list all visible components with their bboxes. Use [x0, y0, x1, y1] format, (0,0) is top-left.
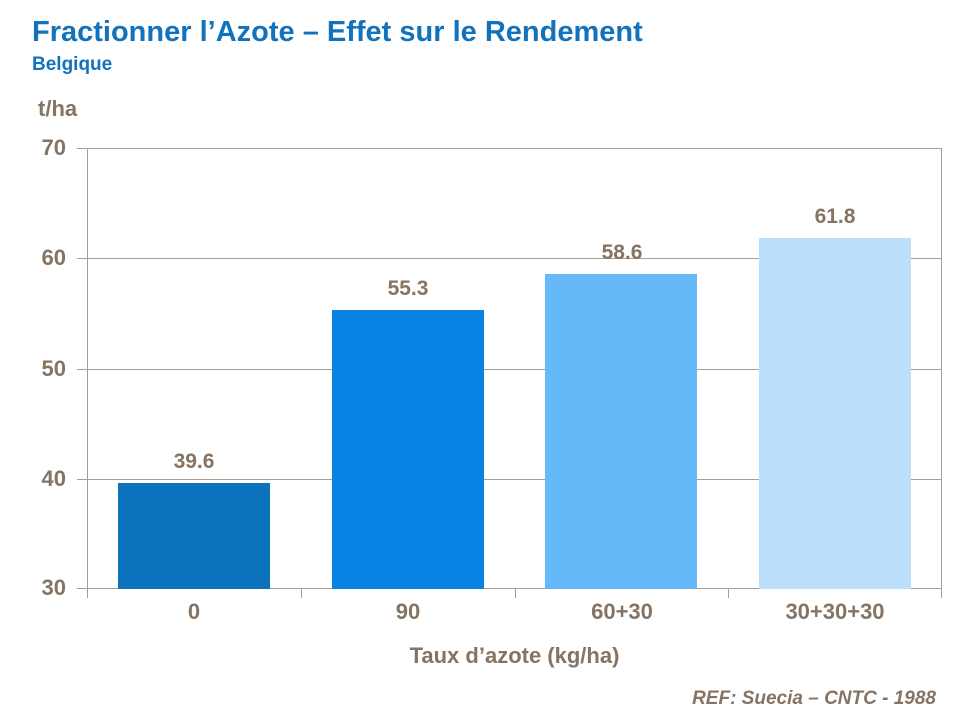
x-axis-tick	[941, 589, 942, 598]
gridline	[87, 369, 942, 370]
x-axis-title: Taux d’azote (kg/ha)	[409, 643, 620, 668]
y-tick-label: 30	[41, 575, 66, 600]
bar	[332, 310, 484, 589]
y-axis-tick	[77, 588, 87, 589]
gridline	[87, 258, 942, 259]
gridline	[87, 588, 942, 589]
gridline	[87, 479, 942, 480]
bar-value-label: 39.6	[173, 450, 215, 473]
gridline	[87, 148, 942, 149]
x-axis-tick	[728, 589, 729, 598]
y-tick-label: 40	[41, 466, 66, 491]
y-tick-label: 70	[41, 135, 66, 160]
bar	[759, 238, 911, 589]
bar-value-label: 55.3	[387, 277, 429, 300]
x-category-label: 60+30	[591, 599, 653, 624]
x-axis-tick	[301, 589, 302, 598]
page-subtitle: Belgique	[32, 54, 113, 75]
y-axis-line	[87, 148, 88, 589]
x-category-label: 30+30+30	[785, 599, 885, 624]
ref-citation: REF: Suecia – CNTC - 1988	[692, 688, 936, 709]
x-category-label: 0	[187, 599, 201, 624]
page-title: Fractionner l’Azote – Effet sur le Rende…	[32, 16, 643, 48]
bar	[545, 274, 697, 589]
y-axis-tick	[77, 148, 87, 149]
x-category-label: 90	[395, 599, 421, 624]
y-tick-label: 60	[41, 245, 66, 270]
bar-value-label: 58.6	[601, 241, 643, 264]
y-axis-unit-label: t/ha	[38, 96, 78, 121]
plot-area: 39.6 55.3 58.6 61.8	[77, 148, 942, 598]
x-axis-tick	[515, 589, 516, 598]
y-tick-label: 50	[41, 356, 66, 381]
y-axis-tick	[77, 479, 87, 480]
bar-value-label: 61.8	[814, 205, 856, 228]
plot-right-border	[941, 148, 942, 589]
x-axis-tick	[87, 589, 88, 598]
y-axis-tick	[77, 369, 87, 370]
y-axis-tick	[77, 258, 87, 259]
bar	[118, 483, 270, 589]
